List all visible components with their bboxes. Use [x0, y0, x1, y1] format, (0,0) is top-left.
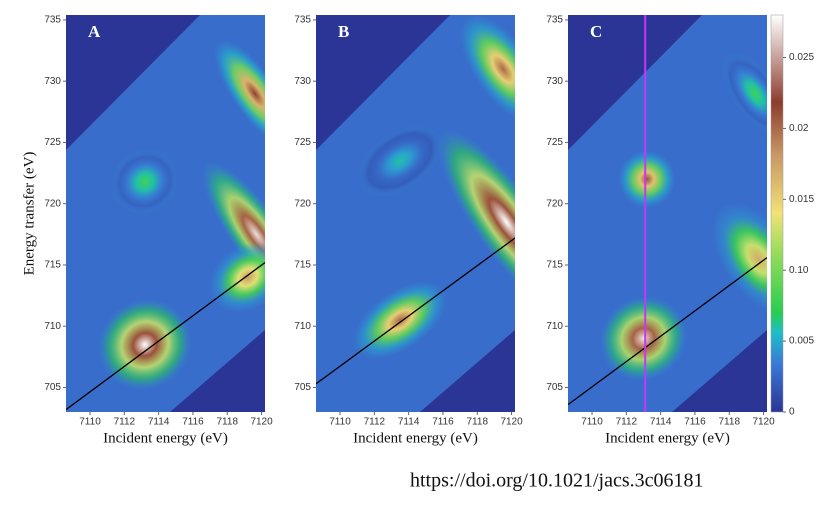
heatmap: [568, 15, 767, 412]
intensity-feature: [437, 128, 515, 316]
y-tick-label: 725: [44, 137, 61, 148]
colorbar-tick-label: 0.025: [789, 52, 814, 63]
y-tick-label: 725: [294, 137, 311, 148]
x-tick-label: 7116: [182, 417, 204, 428]
colorbar-tick-label: 0.015: [789, 194, 814, 205]
y-tick-label: 715: [546, 260, 563, 271]
x-tick-label: 7118: [719, 417, 741, 428]
intensity-feature: [618, 150, 676, 208]
y-tick-label: 715: [294, 260, 311, 271]
panel-label: A: [88, 22, 101, 41]
x-axis-label: Incident energy (eV): [605, 430, 730, 446]
intensity-feature: [599, 295, 688, 382]
elastic-line: [316, 237, 515, 385]
intensity-feature: [459, 15, 515, 124]
y-tick-label: 725: [546, 137, 563, 148]
intensity-feature: [201, 160, 265, 308]
x-tick-label: 7110: [581, 417, 603, 428]
y-tick-label: 705: [294, 382, 311, 393]
y-tick-label: 720: [546, 198, 563, 209]
x-tick-label: 7116: [432, 417, 454, 428]
x-tick-label: 7114: [148, 417, 170, 428]
x-tick-label: 7114: [650, 417, 672, 428]
intensity-feature: [97, 298, 192, 391]
x-tick-label: 7112: [114, 417, 136, 428]
colorbar-tick-label: 0.10: [789, 265, 809, 276]
elastic-line: [66, 261, 265, 411]
intensity-feature: [721, 52, 767, 135]
y-tick-label: 735: [44, 15, 61, 26]
x-tick-label: 7110: [329, 417, 351, 428]
x-tick-label: 7120: [752, 417, 775, 428]
y-tick-label: 730: [546, 76, 563, 87]
x-tick-label: 7118: [467, 417, 489, 428]
x-tick-label: 7120: [250, 417, 273, 428]
panel-label: B: [338, 22, 349, 41]
intensity-feature: [213, 39, 265, 148]
x-tick-label: 7112: [364, 417, 386, 428]
x-tick-label: 7114: [398, 417, 420, 428]
x-axis-label: Incident energy (eV): [353, 430, 478, 446]
y-tick-label: 710: [546, 321, 563, 332]
colorbar-tick-label: 0.005: [789, 336, 814, 347]
panel-label: C: [590, 22, 602, 41]
x-axis-label: Incident energy (eV): [103, 430, 228, 446]
y-tick-label: 720: [44, 198, 61, 209]
y-tick-label: 710: [294, 321, 311, 332]
x-tick-label: 7120: [500, 417, 523, 428]
x-tick-label: 7116: [684, 417, 706, 428]
y-tick-label: 715: [44, 260, 61, 271]
elastic-line: [568, 257, 767, 406]
y-tick-label: 730: [294, 76, 311, 87]
doi: https://doi.org/10.1021/jacs.3c06181: [410, 470, 704, 492]
y-tick-label: 730: [44, 76, 61, 87]
heatmap: [66, 15, 265, 412]
y-tick-label: 710: [44, 321, 61, 332]
intensity-feature: [110, 148, 180, 215]
colorbar-tick-label: 0: [789, 407, 795, 418]
x-tick-label: 7118: [217, 417, 239, 428]
x-tick-label: 7110: [79, 417, 101, 428]
y-tick-label: 705: [44, 382, 61, 393]
y-tick-label: 735: [294, 15, 311, 26]
y-tick-label: 705: [546, 382, 563, 393]
y-tick-label: 720: [294, 198, 311, 209]
y-axis-label: Energy transfer (eV): [21, 152, 37, 276]
intensity-feature: [209, 241, 265, 313]
intensity-feature: [357, 124, 443, 198]
y-tick-label: 735: [546, 15, 563, 26]
heatmap: [316, 15, 515, 412]
colorbar: [770, 14, 784, 413]
x-tick-label: 7112: [616, 417, 638, 428]
intensity-feature: [711, 202, 767, 316]
colorbar-tick-label: 0.02: [789, 123, 809, 134]
